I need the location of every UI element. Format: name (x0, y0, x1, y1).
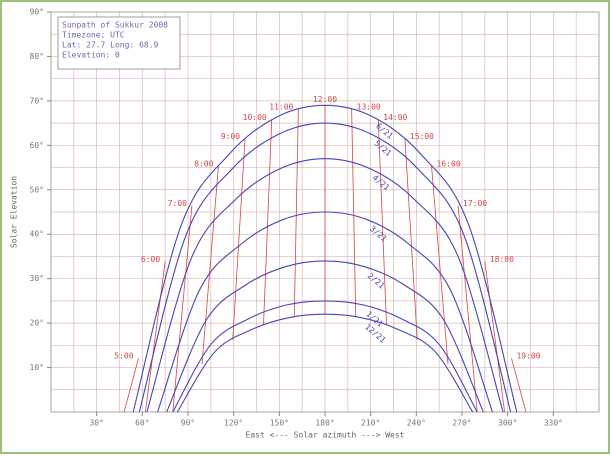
hour-line (293, 108, 299, 317)
hour-line (144, 261, 166, 413)
x-tick-label: 180° (315, 419, 334, 428)
y-tick-label: 50° (30, 185, 44, 194)
hour-label: 13:00 (357, 102, 381, 111)
legend-text: Elevation: 0 (62, 51, 120, 60)
hour-label: 14:00 (383, 113, 407, 122)
hour-line (351, 108, 357, 317)
sun-path-curve (172, 300, 478, 413)
y-tick-label: 80° (30, 52, 44, 61)
hour-label: 16:00 (437, 160, 461, 169)
hour-label: 6:00 (141, 255, 160, 264)
sun-path-curve (157, 211, 493, 413)
hour-label: 19:00 (516, 352, 540, 361)
sun-path-curve (146, 158, 504, 413)
sun-path-curve (166, 260, 484, 413)
hour-label: 11:00 (269, 102, 293, 111)
x-tick-label: 270° (452, 419, 471, 428)
hour-line (123, 358, 139, 413)
hour-line (511, 358, 527, 413)
y-tick-label: 40° (30, 230, 44, 239)
x-tick-label: 240° (407, 419, 426, 428)
y-tick-label: 70° (30, 96, 44, 105)
hour-line (431, 166, 449, 365)
x-tick-label: 90° (181, 419, 195, 428)
sun-path-curve (132, 104, 518, 413)
x-axis-label: East <--- Solar azimuth ---> West (246, 431, 405, 440)
x-tick-label: 30° (89, 419, 103, 428)
hour-label: 5:00 (114, 352, 133, 361)
y-tick-label: 20° (30, 319, 44, 328)
hour-label: 10:00 (243, 113, 267, 122)
hour-label: 18:00 (490, 255, 514, 264)
y-tick-label: 10° (30, 363, 44, 372)
sun-path-curve (176, 313, 474, 413)
hour-label: 15:00 (410, 132, 434, 141)
x-tick-label: 150° (270, 419, 289, 428)
hour-line (263, 119, 273, 325)
legend-text: Lat: 27.7 Long: 68.9 (62, 41, 159, 50)
hour-line (457, 205, 478, 413)
y-tick-label: 60° (30, 141, 44, 150)
x-tick-label: 210° (361, 419, 380, 428)
hour-label: 9:00 (221, 132, 240, 141)
hour-line (484, 261, 506, 413)
legend-box (57, 16, 181, 70)
y-tick-label: 90° (30, 8, 44, 17)
hour-label: 17:00 (463, 199, 487, 208)
x-tick-label: 60° (135, 419, 149, 428)
hour-line (404, 138, 418, 340)
y-tick-label: 30° (30, 274, 44, 283)
hour-label: 8:00 (194, 160, 213, 169)
hour-line (377, 119, 387, 325)
hour-label: 12:00 (313, 95, 337, 104)
hour-line (232, 138, 246, 340)
x-tick-label: 120° (224, 419, 243, 428)
legend-text: Sunpath of Sukkur 2008 (62, 21, 168, 30)
legend-text: Timezone: UTC (62, 31, 125, 40)
hour-label: 7:00 (168, 199, 187, 208)
x-tick-label: 300° (498, 419, 517, 428)
sun-path-curve (138, 122, 512, 413)
hour-line (201, 166, 219, 365)
y-axis-label: Solar Elevation (10, 176, 19, 248)
hour-line (172, 205, 193, 413)
x-tick-label: 330° (544, 419, 563, 428)
